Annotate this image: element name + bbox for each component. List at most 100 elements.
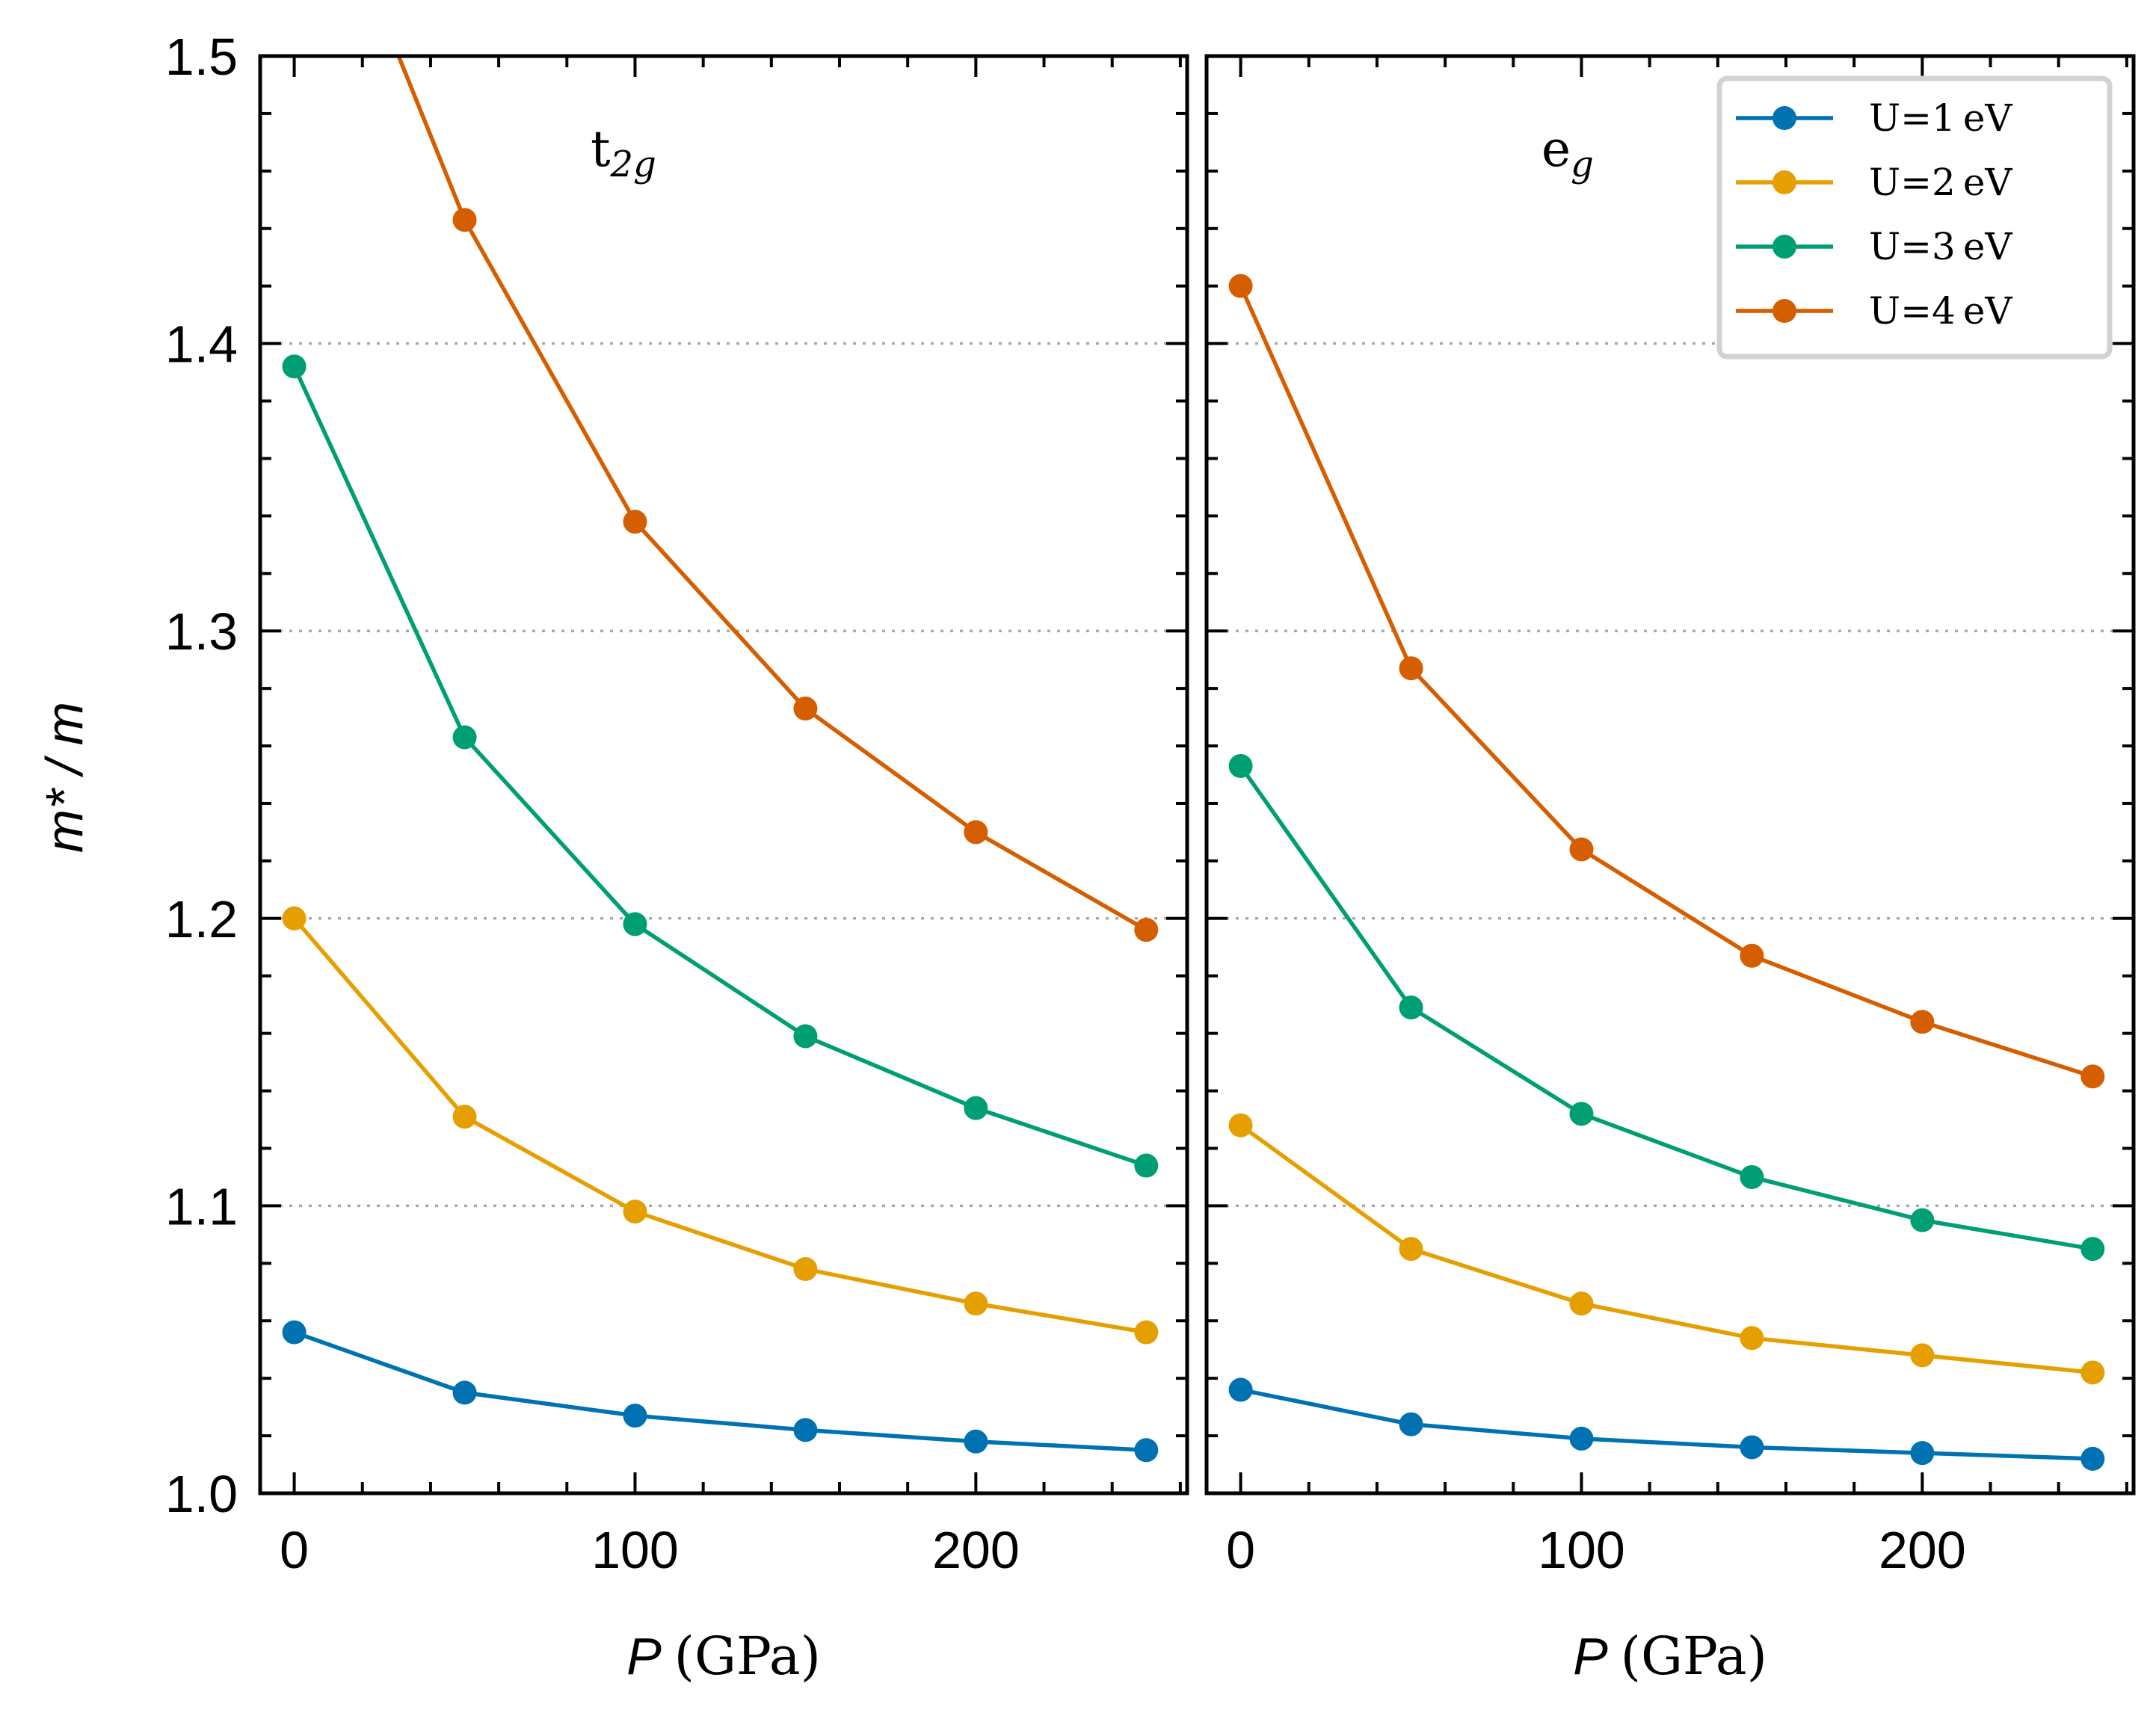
panel-label: t2g [591, 120, 656, 185]
data-point [1399, 996, 1423, 1020]
x-axis-label: P (GPa) [1573, 1626, 1767, 1687]
data-point [793, 697, 818, 721]
data-point [452, 1380, 477, 1405]
data-point [623, 510, 647, 534]
data-point [282, 1320, 307, 1345]
data-point [964, 1291, 988, 1316]
legend-entry: U=3 eV [1736, 225, 2012, 268]
legend-marker [1772, 299, 1796, 323]
data-point [282, 906, 307, 930]
legend-box [1716, 75, 2113, 359]
x-tick-label: 200 [1879, 1521, 1966, 1579]
x-axis-unit: (GPa) [674, 1626, 821, 1687]
data-point [1910, 1441, 1935, 1466]
series-line [292, 917, 1147, 1335]
legend-label: U=3 eV [1869, 225, 2012, 268]
data-point [1740, 943, 1764, 968]
data-point [1740, 1326, 1764, 1351]
x-tick-label: 200 [932, 1521, 1020, 1579]
legend-marker [1772, 235, 1796, 259]
legend-marker [1772, 170, 1796, 194]
x-tick-label: 0 [1226, 1521, 1255, 1579]
data-point [2080, 1064, 2105, 1089]
series-1 [282, 1320, 1159, 1463]
data-point [1134, 1320, 1159, 1345]
series-line [1239, 765, 2093, 1251]
data-point [1228, 1113, 1253, 1138]
data-point [1569, 837, 1594, 862]
data-point [964, 1096, 988, 1120]
y-tick-label: 1.2 [165, 890, 238, 948]
data-point [2080, 1237, 2105, 1262]
series-line [1240, 1387, 2093, 1461]
data-point [1134, 1153, 1159, 1178]
data-point [623, 912, 647, 936]
panel-label-sub: 2g [610, 143, 656, 185]
legend-label: U=1 eV [1869, 96, 2012, 140]
series-line [396, 56, 1148, 932]
x-axis-label: P (GPa) [626, 1626, 821, 1687]
legend-marker [1772, 106, 1796, 130]
panel-label: eg [1541, 120, 1594, 185]
series-4 [1228, 274, 2105, 1089]
data-point [1399, 1237, 1423, 1262]
data-point [2080, 1446, 2105, 1471]
data-point [1399, 1412, 1423, 1436]
data-point [452, 1105, 477, 1129]
panel-t2g: 0 100 200 1.0 1.1 1.2 1.3 1.4 1.5 P (GPa) m* / m t2… [35, 28, 1189, 1687]
data-point [1134, 918, 1159, 942]
data-point [2080, 1360, 2105, 1385]
data-point [793, 1418, 818, 1442]
y-tick-label: 1.0 [165, 1465, 238, 1523]
panel-label-sub: g [1571, 143, 1594, 185]
y-axis-numerator: m* / m [35, 702, 93, 853]
panel-label-main: t [591, 120, 611, 178]
y-tick-label: 1.3 [165, 602, 238, 661]
data-point [623, 1200, 647, 1224]
series-3 [1228, 753, 2105, 1262]
series-line [293, 1330, 1147, 1453]
data-point [793, 1024, 818, 1049]
panel-label-main: e [1541, 120, 1571, 178]
data-point [1228, 274, 1253, 298]
x-tick-label: 0 [280, 1521, 309, 1579]
y-axis-label: m* / m [35, 702, 93, 853]
legend-label: U=2 eV [1869, 161, 2012, 204]
legend-entry: U=1 eV [1736, 96, 2012, 140]
y-tick-label: 1.5 [165, 28, 238, 86]
axes-frame [258, 54, 1189, 1496]
series-4 [396, 56, 1159, 942]
data-point [1569, 1426, 1594, 1451]
x-axis-symbol: P [1573, 1627, 1621, 1685]
y-tick-label: 1.1 [165, 1177, 238, 1235]
legend-entry: U=4 eV [1736, 289, 2012, 333]
series-line [292, 365, 1148, 1168]
panel-eg: 0 100 200 P (GPa) eg [1204, 54, 2136, 1687]
legend-label: U=4 eV [1869, 289, 2012, 333]
series-3 [282, 354, 1159, 1178]
data-point [1910, 1010, 1935, 1034]
data-point [1910, 1343, 1935, 1368]
data-point [1228, 753, 1253, 778]
data-point [793, 1257, 818, 1282]
series-2 [282, 906, 1159, 1345]
data-point [282, 354, 307, 379]
data-point [1569, 1102, 1594, 1126]
legend-entry: U=2 eV [1736, 161, 2012, 204]
series-line [1239, 285, 2094, 1078]
x-axis-symbol: P [626, 1627, 674, 1685]
data-point [1399, 656, 1423, 681]
data-point [452, 208, 477, 232]
axes-frame [1204, 54, 2136, 1496]
data-point [452, 725, 477, 750]
data-point [1740, 1435, 1764, 1460]
legend: U=1 eV U=2 eV U=3 eV U=4 eV [1716, 75, 2113, 359]
x-tick-label: 100 [1538, 1521, 1625, 1579]
x-tick-label: 100 [591, 1521, 679, 1579]
data-point [1134, 1438, 1159, 1463]
data-point [623, 1404, 647, 1428]
data-point [1569, 1291, 1594, 1316]
data-point [964, 820, 988, 845]
data-point [1910, 1208, 1935, 1232]
